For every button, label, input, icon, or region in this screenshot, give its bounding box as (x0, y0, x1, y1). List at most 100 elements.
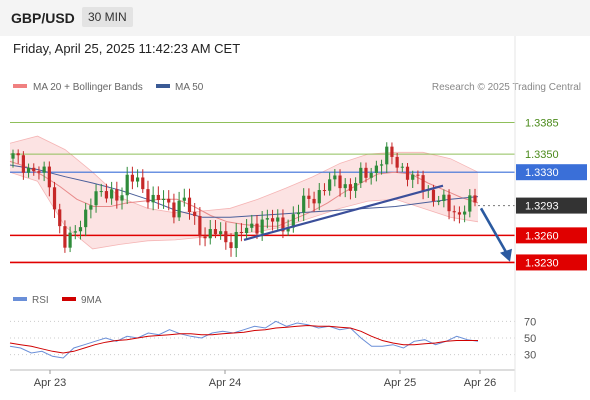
candle-body (89, 205, 93, 210)
candle-body (302, 195, 306, 213)
candle-body (187, 197, 192, 212)
candle-body (343, 184, 347, 189)
candle-body (73, 231, 77, 233)
candle-body (224, 231, 228, 243)
candle-body (312, 198, 316, 204)
candle-body (182, 197, 186, 201)
candle-body (172, 202, 176, 218)
candle-body (213, 229, 218, 235)
candle-body (161, 198, 166, 201)
level-label-1.3293: 1.3293 (525, 201, 559, 213)
legend-swatch-rsi (13, 297, 27, 301)
candle-body (110, 189, 114, 199)
trendline (243, 184, 444, 241)
candle-body (167, 198, 171, 203)
level-label-1.3330: 1.3330 (525, 167, 559, 179)
candle-body (115, 189, 119, 201)
legend-label-rsi-ma: 9MA (81, 295, 102, 306)
currency-pair-title: GBP/USD (11, 10, 75, 26)
candle-body (400, 166, 404, 168)
candle-body (84, 209, 88, 228)
chart-timestamp: Friday, April 25, 2025 11:42:23 AM CET (13, 41, 241, 56)
legend-swatch-bb (13, 84, 27, 88)
level-label-1.3350: 1.3350 (525, 149, 559, 161)
candle-body (94, 191, 98, 206)
candle-body (431, 189, 436, 202)
candle-body (32, 167, 36, 172)
candle-body (203, 236, 207, 239)
candle-body (437, 201, 441, 203)
candle-body (354, 182, 358, 191)
legend-label-ma50: MA 50 (175, 82, 204, 93)
level-label-1.3230: 1.3230 (525, 257, 559, 269)
rsi-line (9, 320, 479, 359)
candle-body (16, 153, 20, 156)
candle-body (457, 212, 462, 215)
candle-body (411, 174, 415, 180)
candle-body (260, 219, 264, 234)
candle-body (47, 166, 51, 188)
forecast-arrow-head (500, 248, 512, 262)
rsi-tick-label-70: 70 (524, 316, 536, 328)
forecast-arrow-shaft (479, 207, 509, 255)
candle-body (125, 174, 129, 196)
candle-body (385, 146, 389, 165)
level-box-1.3293 (516, 197, 587, 214)
candle-body (151, 194, 155, 203)
candle-body (255, 223, 259, 234)
candle-body (468, 195, 472, 212)
candle-body (156, 194, 160, 201)
level-box-1.3330 (516, 164, 587, 181)
candle-body (11, 153, 15, 159)
price-plot: 1.3385 1.3350 1.3330 1.3293 1.3260 1.3230 (9, 118, 587, 271)
candle-body (317, 190, 321, 204)
chart-header: GBP/USD 30 MIN (0, 0, 590, 36)
candle-body (99, 191, 103, 193)
bollinger-upper-line (9, 135, 479, 214)
candle-body (286, 227, 290, 232)
rsi-ma-line (9, 324, 478, 354)
candle-body (374, 165, 378, 174)
candle-body (447, 194, 451, 212)
candle-body (379, 164, 384, 166)
candle-body (208, 229, 212, 239)
candle-body (333, 175, 337, 180)
x-tick-label-0: Apr 23 (34, 377, 66, 389)
level-box-1.3230 (516, 254, 587, 271)
candle-body (104, 191, 109, 199)
candle-body (244, 227, 249, 234)
candle-body (78, 227, 83, 232)
legend-swatch-rsi-ma (62, 297, 76, 301)
ma50-line (9, 164, 479, 218)
candle-body (473, 195, 477, 203)
candle-body (26, 167, 31, 173)
candle-body (58, 209, 62, 227)
x-tick-label-3: Apr 26 (464, 377, 496, 389)
candle-body (193, 211, 197, 217)
candle-body (405, 166, 410, 180)
rsi-tick-label-50: 50 (524, 333, 536, 345)
candle-body (21, 155, 25, 173)
candle-body (338, 175, 342, 189)
candle-body (281, 217, 285, 232)
candle-body (322, 190, 327, 192)
candle-body (291, 214, 295, 228)
candle-body (328, 179, 332, 191)
x-tick-label-1: Apr 24 (209, 377, 241, 389)
copyright-notice: Research © 2025 Trading Central (432, 82, 581, 93)
rsi-plot: 70 50 30 (9, 316, 536, 362)
candle-body (198, 216, 202, 237)
timeframe-badge[interactable]: 30 MIN (82, 7, 133, 27)
candle-body (390, 146, 394, 157)
ma20-line (9, 160, 479, 227)
candle-body (395, 156, 399, 168)
candle-body (135, 177, 140, 182)
x-axis: Apr 23 Apr 24 Apr 25 Apr 26 (34, 370, 496, 389)
legend-label-bb: MA 20 + Bollinger Bands (33, 82, 143, 93)
candle-body (369, 173, 373, 178)
candle-body (276, 217, 280, 222)
candle-body (442, 194, 446, 202)
bollinger-lower-line (9, 171, 479, 250)
candle-body (265, 218, 269, 220)
